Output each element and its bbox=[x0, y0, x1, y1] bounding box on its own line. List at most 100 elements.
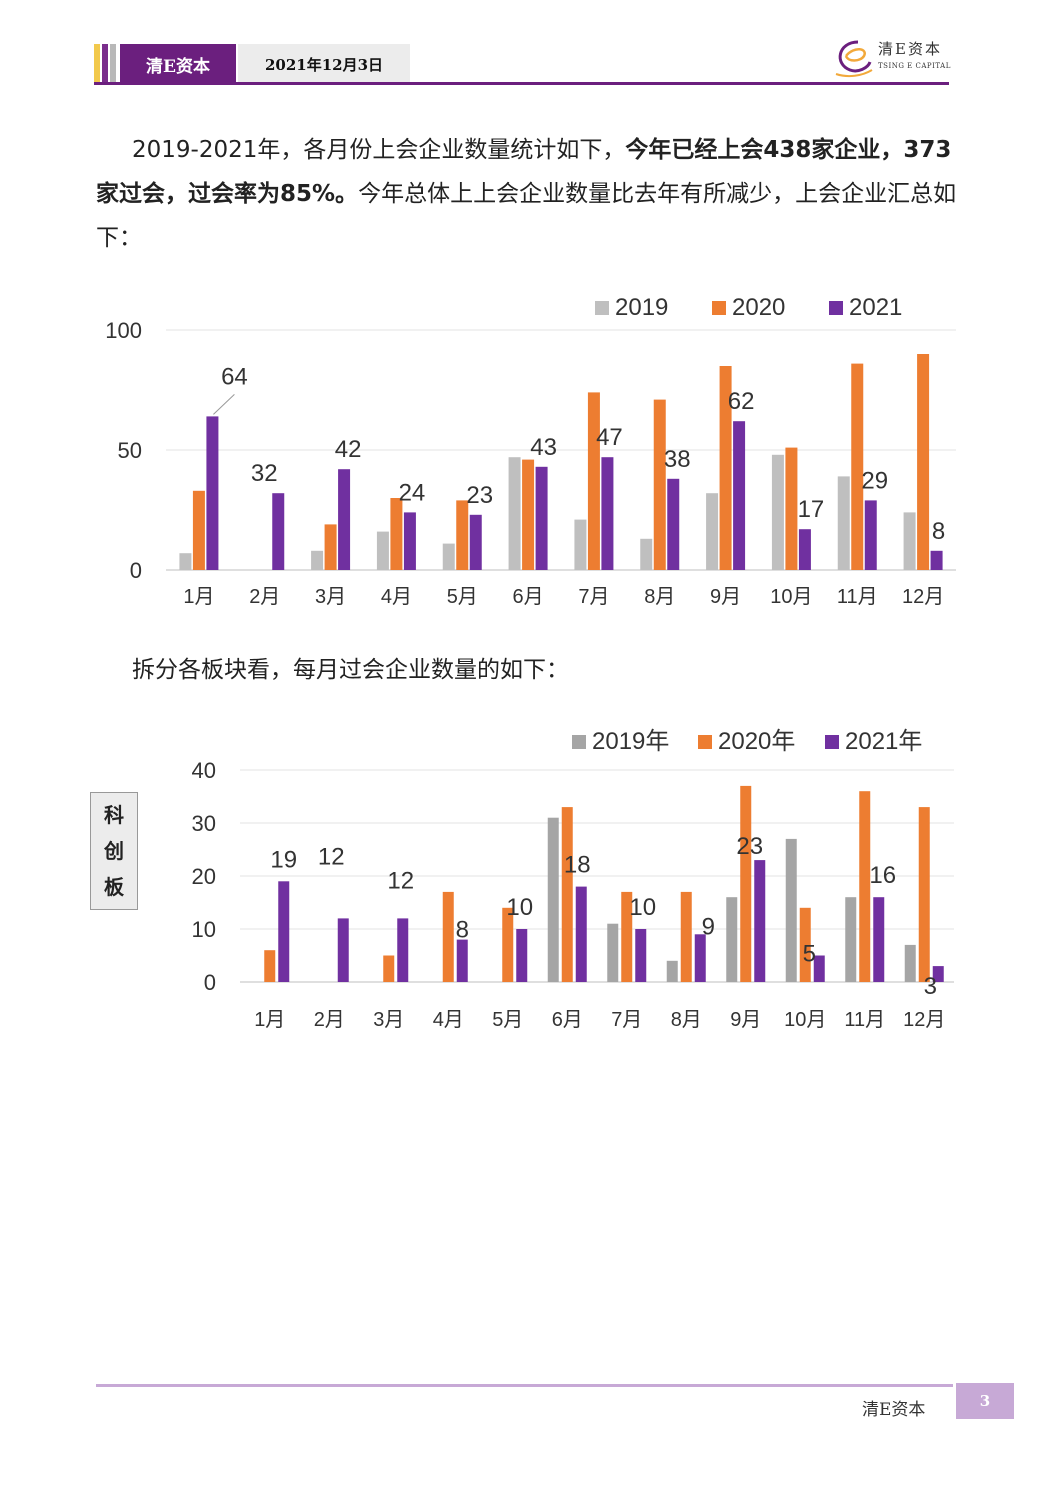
bar-2020年 bbox=[859, 791, 871, 982]
legend-label: 2020年 bbox=[718, 728, 795, 755]
header-stripes bbox=[94, 44, 118, 84]
bar-2021年 bbox=[635, 929, 647, 982]
data-label: 9 bbox=[702, 913, 715, 940]
bar-2019年 bbox=[666, 960, 678, 982]
bar-2020 bbox=[917, 354, 930, 570]
x-tick-label: 9月 bbox=[730, 1009, 761, 1031]
data-label: 8 bbox=[456, 917, 469, 944]
bar-2020年 bbox=[680, 891, 692, 982]
bar-2021年 bbox=[575, 886, 587, 982]
bar-2021年 bbox=[456, 939, 468, 982]
monthly-meetings-chart: 0 50 100 1月 64 2月 32 3月 42 4月 24 5月 23 6月 43 7月 47 8月 38 9月… bbox=[105, 294, 956, 608]
bar-2019 bbox=[837, 476, 850, 570]
legend-swatch bbox=[829, 301, 843, 315]
legend-swatch bbox=[698, 735, 712, 749]
bar-2021年 bbox=[397, 918, 409, 982]
x-tick-label: 2月 bbox=[314, 1009, 345, 1031]
bar-2019 bbox=[508, 457, 521, 570]
data-label: 23 bbox=[466, 482, 493, 509]
bar-2020年 bbox=[502, 907, 514, 982]
y-tick-label: 40 bbox=[192, 758, 216, 783]
header-date: 2021年12月3日 bbox=[238, 44, 410, 84]
data-label: 32 bbox=[251, 460, 278, 487]
x-tick-label: 2月 bbox=[249, 586, 280, 608]
bar-2020 bbox=[719, 366, 732, 570]
bar-2020 bbox=[192, 490, 205, 570]
data-label: 62 bbox=[728, 388, 755, 415]
x-tick-label: 8月 bbox=[671, 1009, 702, 1031]
y-tick-label: 0 bbox=[130, 558, 142, 583]
bar-2021 bbox=[733, 421, 746, 570]
data-label: 3 bbox=[924, 973, 937, 1000]
intro-bold-text: 今年已经上会438家企业，373家过会，过会率为85%。 bbox=[96, 137, 952, 207]
x-tick-label: 1月 bbox=[183, 586, 214, 608]
data-label: 8 bbox=[932, 518, 945, 545]
x-tick-label: 4月 bbox=[433, 1009, 464, 1031]
bar-2020年 bbox=[442, 891, 454, 982]
footer-brand: 清E资本 bbox=[862, 1400, 926, 1420]
data-label: 10 bbox=[629, 894, 656, 921]
intro-paragraph: 2019-2021年，各月份上会企业数量统计如下，今年已经上会438家企业，37… bbox=[96, 128, 958, 260]
bar-2020 bbox=[785, 447, 798, 570]
x-tick-label: 6月 bbox=[552, 1009, 583, 1031]
bar-2021 bbox=[601, 457, 614, 570]
bar-2019 bbox=[376, 531, 389, 570]
x-tick-label: 3月 bbox=[315, 586, 346, 608]
x-tick-label: 7月 bbox=[611, 1009, 642, 1031]
data-label: 10 bbox=[506, 894, 533, 921]
data-label: 64 bbox=[221, 363, 248, 390]
logo-name: 清E资本 bbox=[878, 40, 942, 58]
legend-label: 2019年 bbox=[592, 728, 669, 755]
data-label: 24 bbox=[399, 479, 426, 506]
x-tick-label: 6月 bbox=[513, 586, 544, 608]
bar-2019年 bbox=[785, 838, 797, 982]
bar-2020 bbox=[324, 524, 337, 570]
data-label: 19 bbox=[270, 846, 297, 873]
x-tick-label: 8月 bbox=[644, 586, 675, 608]
bar-2019年 bbox=[726, 897, 738, 982]
page-number: 3 bbox=[956, 1383, 1014, 1419]
bar-2020 bbox=[522, 459, 535, 570]
x-tick-label: 1月 bbox=[254, 1009, 285, 1031]
bar-2020年 bbox=[621, 891, 633, 982]
y-tick-label: 50 bbox=[118, 438, 142, 463]
legend-label: 2019 bbox=[615, 294, 668, 321]
bar-2020 bbox=[851, 363, 864, 570]
bar-2021年 bbox=[694, 934, 706, 982]
bar-2019 bbox=[179, 553, 192, 570]
bar-2021年 bbox=[337, 918, 349, 982]
y-tick-label: 20 bbox=[192, 864, 216, 889]
bar-2019年 bbox=[845, 897, 857, 982]
bar-2021 bbox=[864, 500, 877, 570]
bar-2021 bbox=[206, 416, 219, 570]
legend-label: 2021 bbox=[849, 294, 902, 321]
bar-2021年 bbox=[754, 860, 766, 982]
x-tick-label: 12月 bbox=[902, 586, 944, 608]
bar-2021 bbox=[469, 514, 482, 570]
intro-text-1: 2019-2021年，各月份上会企业数量统计如下， bbox=[132, 137, 626, 163]
bar-2021 bbox=[930, 550, 943, 570]
data-label: 38 bbox=[664, 446, 691, 473]
data-label: 17 bbox=[798, 496, 825, 523]
board-label-char: 创 bbox=[104, 839, 124, 863]
bar-2020年 bbox=[918, 807, 930, 982]
bar-2020年 bbox=[264, 950, 276, 982]
bar-2019年 bbox=[904, 944, 916, 982]
data-label: 18 bbox=[564, 852, 591, 879]
section2-text: 拆分各板块看，每月过会企业数量的如下： bbox=[132, 657, 569, 683]
bar-2020 bbox=[456, 500, 469, 570]
bar-2020年 bbox=[799, 907, 811, 982]
bar-2021 bbox=[535, 466, 548, 570]
header-rule bbox=[94, 82, 949, 85]
x-tick-label: 9月 bbox=[710, 586, 741, 608]
y-tick-label: 30 bbox=[192, 811, 216, 836]
header-brand: 清E资本 bbox=[120, 44, 236, 84]
footer-rule bbox=[96, 1384, 953, 1387]
intro-text-2: 今年总体上上会企业数量比去年有所减少，上会企业汇总如下： bbox=[96, 181, 957, 251]
x-tick-label: 10月 bbox=[784, 1009, 826, 1031]
legend-label: 2021年 bbox=[845, 728, 922, 755]
leader-line bbox=[213, 394, 235, 415]
bar-2021 bbox=[272, 493, 285, 570]
bar-2021年 bbox=[516, 929, 528, 982]
x-tick-label: 11月 bbox=[837, 586, 878, 608]
